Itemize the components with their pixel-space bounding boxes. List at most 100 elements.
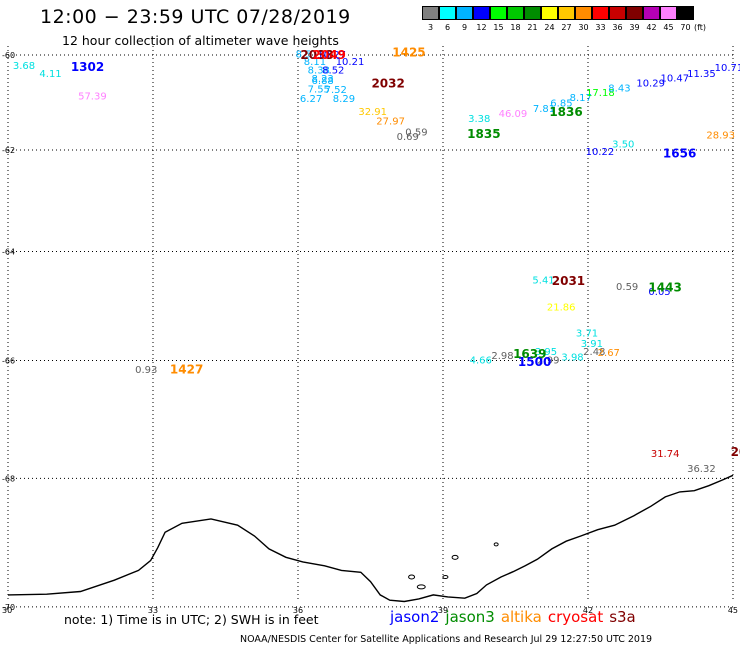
wave-height-value: 3.68 bbox=[13, 61, 35, 72]
lat-tick-label: -62 bbox=[2, 146, 15, 155]
wave-height-value: 57.39 bbox=[78, 91, 107, 102]
color-scale-swatch bbox=[524, 6, 541, 20]
coastline bbox=[7, 474, 734, 603]
wave-height-value: 0.69 bbox=[397, 132, 419, 143]
island-outline bbox=[408, 574, 416, 580]
wave-height-value: 8.52 bbox=[322, 66, 344, 77]
lon-tick-label: 39 bbox=[438, 606, 448, 615]
lat-tick-label: -64 bbox=[2, 247, 15, 256]
lat-tick-label: -70 bbox=[2, 603, 15, 612]
wave-height-value: 8.43 bbox=[608, 83, 630, 94]
color-scale-label: 3 bbox=[427, 23, 434, 32]
wave-height-value: 10.29 bbox=[636, 79, 665, 90]
map-subtitle: 12 hour collection of altimeter wave hei… bbox=[62, 33, 339, 48]
color-scale-swatch bbox=[660, 6, 677, 20]
pass-time-label: 2032 bbox=[371, 77, 404, 91]
wave-height-value: 21.86 bbox=[547, 302, 576, 313]
pass-time-label: 2031 bbox=[552, 274, 585, 288]
wave-height-value: 46.09 bbox=[499, 109, 528, 120]
wave-height-value: 3.98 bbox=[561, 352, 583, 363]
wave-height-value: 3.95 bbox=[535, 347, 557, 358]
lat-tick-label: -68 bbox=[2, 474, 15, 483]
color-scale-swatch bbox=[422, 6, 439, 20]
wave-height-value: 17.18 bbox=[586, 88, 615, 99]
lon-tick-label: 42 bbox=[583, 606, 593, 615]
island-outline bbox=[442, 574, 449, 579]
wave-height-value: 4.66 bbox=[470, 355, 492, 366]
color-scale-label: 15 bbox=[493, 23, 504, 32]
color-scale-label: 33 bbox=[595, 23, 606, 32]
wave-height-value: 3.38 bbox=[468, 114, 490, 125]
color-scale-label: 70 bbox=[680, 23, 691, 32]
pass-time-label: 2033 bbox=[300, 48, 333, 62]
pass-time-label: 1500 bbox=[518, 355, 551, 369]
color-scale-unit: (ft) bbox=[693, 23, 707, 32]
wave-height-value: 10.21 bbox=[336, 57, 365, 68]
wave-height-value: 8.17 bbox=[570, 93, 592, 104]
island-outline bbox=[416, 584, 426, 590]
color-scale-label: 30 bbox=[578, 23, 589, 32]
pass-time-label: 1427 bbox=[170, 363, 203, 377]
lat-tick-label: -66 bbox=[2, 356, 15, 365]
wave-height-value: 3.50 bbox=[612, 140, 634, 151]
island-outline bbox=[493, 542, 499, 547]
color-scale-label: 36 bbox=[612, 23, 623, 32]
wave-height-value: 32.91 bbox=[358, 107, 387, 118]
pass-time-label: 1656 bbox=[663, 146, 696, 160]
color-scale-swatch bbox=[541, 6, 558, 20]
color-scale-label: 39 bbox=[629, 23, 640, 32]
wave-height-value: 11.35 bbox=[687, 69, 716, 80]
color-scale-swatch bbox=[473, 6, 490, 20]
wave-height-value: 0.59 bbox=[616, 282, 638, 293]
pass-time-label: 2030 bbox=[731, 445, 740, 459]
island-outline bbox=[451, 554, 459, 560]
color-scale-swatch bbox=[575, 6, 592, 20]
color-scale-label: 24 bbox=[544, 23, 555, 32]
wave-height-value: 27.97 bbox=[376, 117, 405, 128]
wave-height-value: 8.11 bbox=[304, 57, 326, 68]
satellite-legend-item: jason3 bbox=[445, 608, 495, 626]
satellite-legend-item: s3a bbox=[609, 608, 636, 626]
wave-height-value: 36.32 bbox=[687, 464, 716, 475]
lon-tick-label: 30 bbox=[2, 606, 12, 615]
coastline-path bbox=[7, 474, 734, 603]
color-scale-label: 6 bbox=[444, 23, 451, 32]
wave-height-value: 10.47 bbox=[661, 73, 690, 84]
wave-height-value: 7.52 bbox=[325, 85, 347, 96]
pass-time-label: 1302 bbox=[71, 60, 104, 74]
satellite-legend-item: jason2 bbox=[390, 608, 440, 626]
color-scale-swatch bbox=[592, 6, 609, 20]
pass-time-label: 1835 bbox=[467, 127, 500, 141]
lat-tick-label: -60 bbox=[2, 51, 15, 60]
color-scale-label: 18 bbox=[510, 23, 521, 32]
wave-height-value: 10.71 bbox=[715, 63, 740, 74]
lon-tick-label: 33 bbox=[148, 606, 158, 615]
wave-height-value: 0.05 bbox=[648, 287, 670, 298]
color-scale-label: 42 bbox=[646, 23, 657, 32]
wave-height-value: 5.41 bbox=[532, 275, 554, 286]
units-note: note: 1) Time is in UTC; 2) SWH is in fe… bbox=[64, 612, 319, 627]
color-scale-swatch bbox=[643, 6, 660, 20]
color-scale-label: 12 bbox=[476, 23, 487, 32]
satellite-legend-item: cryosat bbox=[547, 608, 604, 626]
satellite-legend: jason2 jason3 altika cryosat s3a bbox=[390, 608, 642, 626]
color-scale-swatch bbox=[558, 6, 575, 20]
wave-height-value: 2.48 bbox=[583, 347, 605, 358]
wave-height-value: 4.11 bbox=[39, 69, 61, 80]
wave-height-value: 6.88 bbox=[312, 76, 334, 87]
pass-time-label: 1836 bbox=[549, 105, 582, 119]
pass-time-label: 1443 bbox=[648, 280, 681, 294]
wave-height-value: 3.71 bbox=[576, 328, 598, 339]
color-scale-label: 9 bbox=[461, 23, 468, 32]
satellite-legend-item: altika bbox=[500, 608, 542, 626]
wave-height-value: 6.27 bbox=[300, 94, 322, 105]
color-scale-swatch bbox=[626, 6, 643, 20]
color-scale-swatch bbox=[609, 6, 626, 20]
pass-time-label: 1425 bbox=[392, 45, 425, 59]
wave-height-value: 2.99 bbox=[537, 355, 559, 366]
wave-height-value: 2.67 bbox=[598, 348, 620, 359]
wave-height-value: 8.29 bbox=[333, 94, 355, 105]
color-scale-swatch bbox=[490, 6, 507, 20]
